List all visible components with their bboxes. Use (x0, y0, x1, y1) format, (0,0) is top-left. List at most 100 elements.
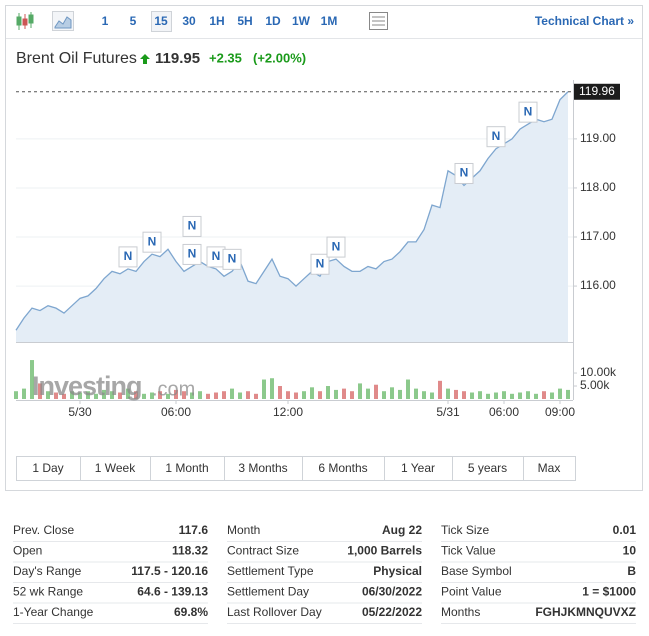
range-button-label[interactable]: 3 Months (238, 461, 287, 475)
stat-label: 52 wk Range (13, 585, 83, 599)
volume-bar (510, 393, 514, 399)
news-marker[interactable] (326, 236, 346, 258)
volume-tick-label: 5.00k (580, 378, 610, 392)
range-button[interactable] (16, 456, 81, 481)
volume-bar (190, 392, 194, 399)
range-button-label[interactable]: 1 Week (95, 461, 136, 475)
interval-button[interactable]: 1W (292, 14, 311, 28)
news-marker[interactable] (142, 231, 162, 253)
news-marker-label[interactable]: N (492, 129, 501, 143)
stat-label: Months (441, 605, 480, 619)
range-button-label[interactable]: 1 Month (165, 461, 208, 475)
candles-icon[interactable] (16, 12, 34, 30)
interval-button[interactable]: 15 (154, 14, 168, 28)
x-tick-label: 09:00 (545, 405, 575, 419)
range-button[interactable] (452, 456, 524, 481)
interval-button[interactable]: 1H (209, 14, 224, 28)
stat-label: Tick Size (441, 523, 490, 537)
news-marker[interactable] (486, 126, 506, 148)
stat-value: 10 (623, 544, 637, 558)
range-button-label[interactable]: 5 years (468, 461, 507, 475)
stat-value: FGHJKMNQUVXZ (535, 605, 636, 619)
range-button-label[interactable]: 6 Months (318, 461, 367, 475)
volume-bar (358, 383, 362, 399)
news-marker-label[interactable]: N (212, 249, 221, 263)
news-marker-label[interactable]: N (316, 256, 325, 270)
stat-label: Prev. Close (13, 523, 74, 537)
volume-bar (174, 389, 178, 399)
interval-button[interactable]: 1D (265, 14, 281, 28)
volume-bar (70, 391, 74, 399)
volume-bar (318, 391, 322, 399)
last-value-box (574, 83, 620, 100)
news-marker-label[interactable]: N (124, 249, 133, 263)
news-marker-label[interactable]: N (228, 252, 237, 266)
news-marker[interactable] (310, 253, 330, 275)
volume-bar (46, 391, 50, 399)
stat-value: 118.32 (172, 544, 208, 558)
stat-label: Point Value (441, 585, 502, 599)
stat-label: Settlement Type (227, 564, 314, 578)
volume-bar (230, 388, 234, 399)
range-button[interactable] (80, 456, 151, 481)
news-marker-label[interactable]: N (188, 247, 197, 261)
volume-bar (422, 391, 426, 399)
x-tick-label: 06:00 (489, 405, 519, 419)
interval-button[interactable]: 1 (102, 14, 109, 28)
news-marker[interactable] (222, 248, 242, 270)
range-button[interactable] (523, 456, 576, 481)
volume-bar (126, 388, 130, 399)
news-marker-label[interactable]: N (460, 166, 469, 180)
price-line (15, 91, 569, 331)
news-marker-label[interactable]: N (148, 234, 157, 248)
news-marker[interactable] (454, 162, 474, 184)
volume-bar (470, 392, 474, 399)
news-marker[interactable] (518, 101, 538, 123)
table-icon[interactable] (369, 12, 388, 30)
range-button-label[interactable]: 1 Day (32, 461, 63, 475)
volume-bar (406, 379, 410, 399)
volume-bar (478, 391, 482, 399)
volume-bar (270, 378, 274, 399)
news-marker[interactable] (182, 243, 202, 265)
volume-bar (542, 391, 546, 399)
stat-value: 1,000 Barrels (347, 544, 422, 558)
volume-bar (254, 393, 258, 399)
news-marker[interactable] (118, 246, 138, 268)
volume-bar (382, 391, 386, 399)
volume-bar (134, 391, 138, 399)
range-button[interactable] (224, 456, 303, 481)
volume-bar (462, 391, 466, 399)
volume-bar (334, 389, 338, 399)
range-button-label[interactable]: 1 Year (401, 461, 435, 475)
volume-bar (550, 392, 554, 399)
news-marker-label[interactable]: N (332, 239, 341, 253)
y-tick-label: 117.00 (580, 229, 616, 243)
news-marker[interactable] (182, 215, 202, 237)
stat-value: 0.01 (613, 523, 637, 537)
volume-bar (518, 392, 522, 399)
range-button[interactable] (302, 456, 385, 481)
news-marker-label[interactable]: N (524, 104, 533, 118)
technical-chart-link[interactable]: Technical Chart » (535, 14, 634, 28)
interval-button[interactable]: 5H (237, 14, 252, 28)
volume-bar (166, 393, 170, 399)
watermark-brand: Investing (32, 371, 142, 401)
range-button[interactable] (150, 456, 225, 481)
interval-button[interactable]: 30 (182, 14, 196, 28)
volume-bar (390, 387, 394, 399)
interval-button[interactable]: 5 (130, 14, 137, 28)
area-icon[interactable] (52, 11, 74, 31)
y-tick-label: 116.00 (580, 278, 616, 292)
range-button-label[interactable]: Max (538, 461, 561, 475)
interval-button[interactable]: 1M (321, 14, 338, 28)
volume-bar (118, 392, 122, 399)
stat-label: 1-Year Change (13, 605, 94, 619)
news-marker-label[interactable]: N (188, 219, 197, 233)
y-tick-label: 119.00 (580, 131, 616, 145)
volume-bar (62, 393, 66, 399)
volume-bar (350, 391, 354, 399)
stat-label: Month (227, 523, 260, 537)
volume-bar (446, 388, 450, 399)
